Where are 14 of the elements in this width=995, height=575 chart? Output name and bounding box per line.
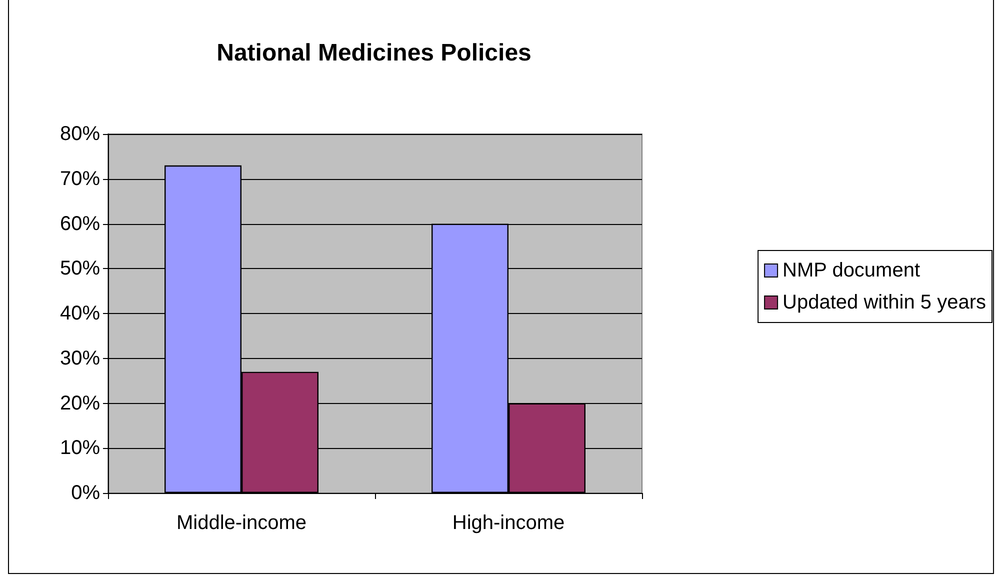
y-tick-label: 30% (60, 347, 100, 370)
y-tick-label: 40% (60, 302, 100, 324)
chart-title: National Medicines Policies (216, 40, 532, 66)
legend-label: NMP document (782, 260, 920, 282)
y-tick-label: 80% (60, 123, 100, 145)
y-tick-label: 10% (60, 437, 100, 460)
y-tick-label: 20% (60, 392, 100, 414)
y-tick-label: 0% (71, 482, 100, 504)
x-tick-label: Middle-income (176, 512, 307, 534)
x-tick-label: High-income (452, 512, 565, 534)
y-tick-label: 60% (60, 212, 100, 235)
y-tick-label: 70% (60, 168, 100, 190)
y-tick-label: 50% (60, 258, 100, 280)
legend-label: Updated within 5 years (782, 292, 986, 314)
